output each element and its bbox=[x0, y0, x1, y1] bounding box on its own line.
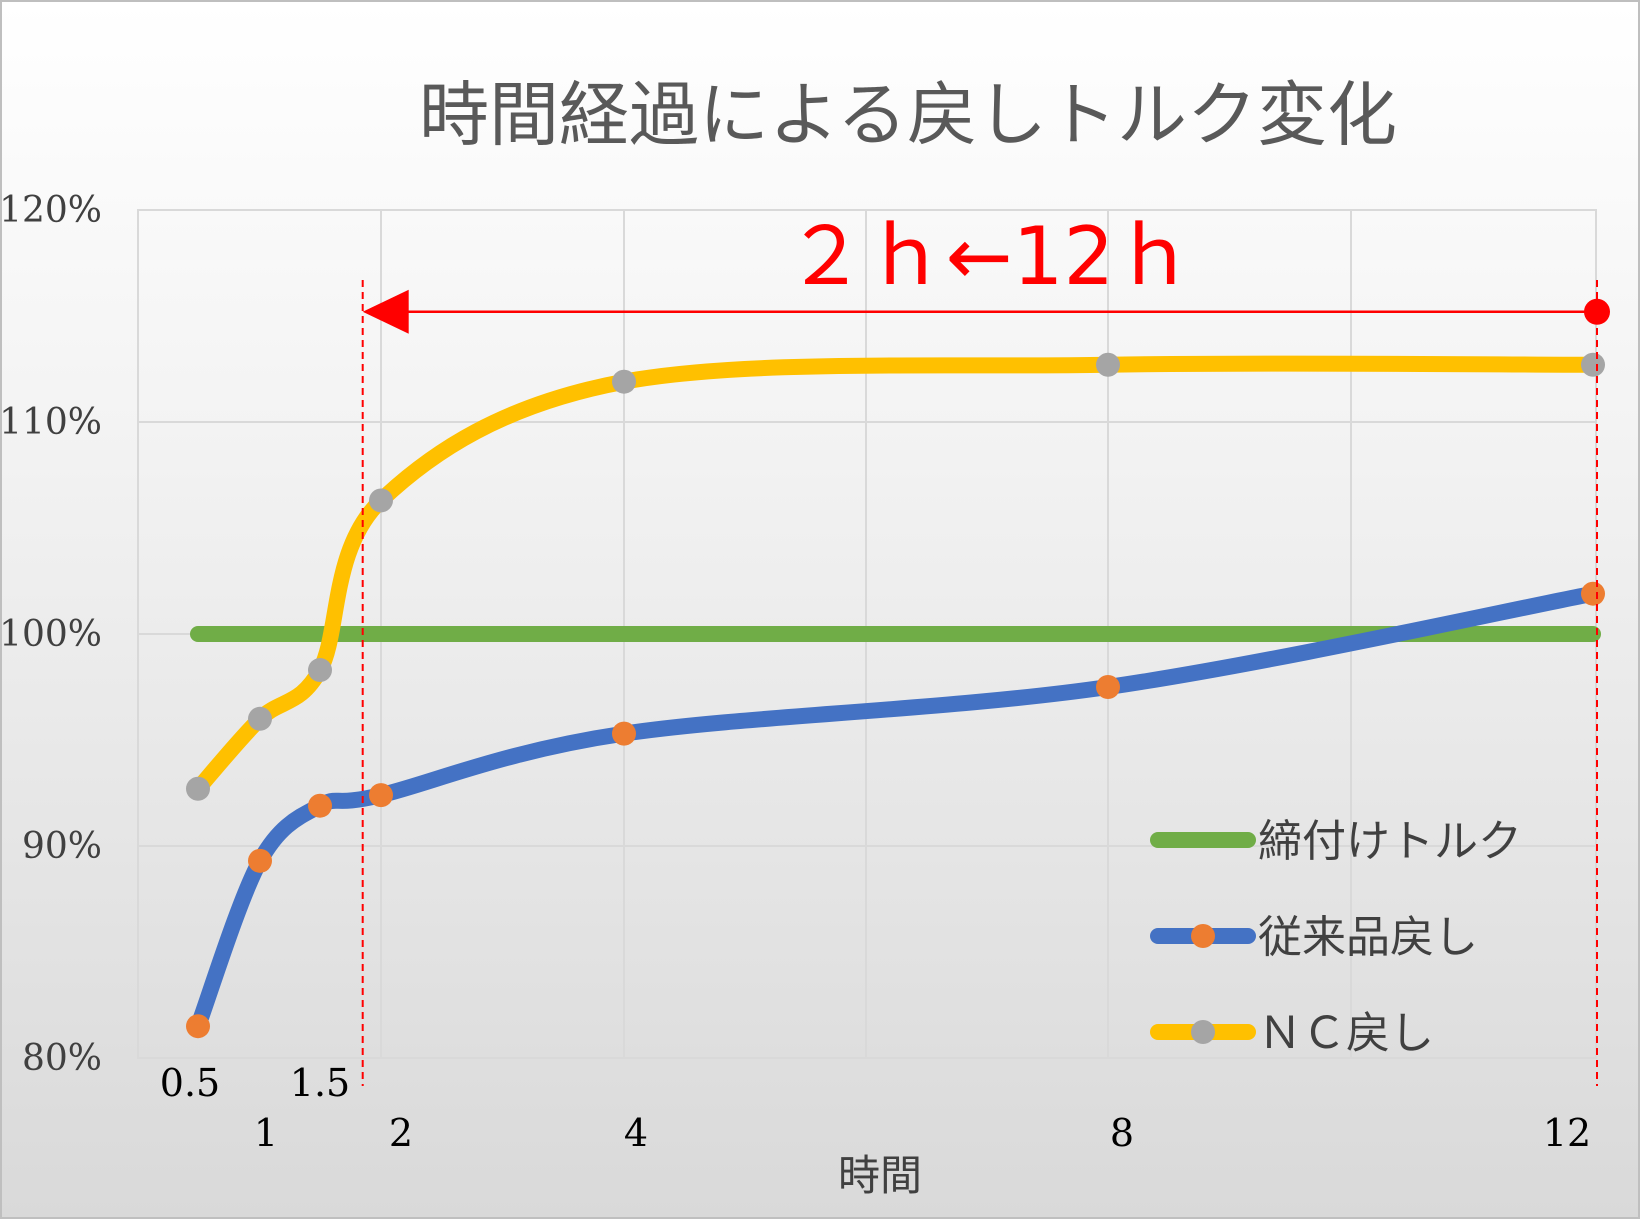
data-point bbox=[308, 793, 332, 818]
data-point bbox=[1096, 675, 1120, 699]
y-tick-label: 110% bbox=[2, 402, 102, 443]
series-3 bbox=[186, 352, 1605, 801]
series-line bbox=[190, 355, 1601, 797]
chart-title: 時間経過による戻しトルク変化 bbox=[419, 74, 1397, 156]
data-point bbox=[186, 1014, 210, 1039]
x-tick-label: 12 bbox=[1543, 1111, 1591, 1155]
x-tick-label: 2 bbox=[389, 1111, 413, 1155]
x-tick-label: 8 bbox=[1110, 1111, 1134, 1155]
data-point bbox=[308, 658, 332, 683]
data-point bbox=[369, 783, 393, 808]
y-tick-label: 100% bbox=[2, 614, 102, 655]
arrow-start-dot bbox=[1584, 298, 1610, 325]
legend-marker bbox=[1191, 924, 1215, 948]
x-tick-label: 0.5 bbox=[160, 1061, 220, 1105]
legend-label: 従来品戻し bbox=[1258, 912, 1478, 963]
data-point bbox=[248, 848, 272, 873]
data-point bbox=[186, 776, 210, 801]
y-tick-label: 120% bbox=[2, 190, 102, 231]
legend-label: ＮＣ戻し bbox=[1258, 1008, 1434, 1059]
data-point bbox=[1581, 352, 1605, 377]
data-point bbox=[1096, 352, 1120, 377]
y-tick-label: 80% bbox=[22, 1038, 102, 1079]
arrow-head bbox=[362, 289, 409, 334]
y-tick-label: 90% bbox=[22, 826, 102, 867]
y-axis-ticks: 80% 90% 100% 110% 120% bbox=[2, 190, 102, 1079]
legend-item: 従来品戻し bbox=[1150, 912, 1478, 963]
annotation-layer: ２ｈ←12ｈ bbox=[361, 210, 1610, 1086]
legend-marker bbox=[1191, 1020, 1215, 1044]
series-2 bbox=[186, 581, 1605, 1039]
data-point bbox=[612, 721, 636, 746]
x-tick-label: 1.5 bbox=[290, 1061, 350, 1105]
data-point bbox=[1581, 581, 1605, 606]
x-axis-label: 時間 bbox=[838, 1151, 922, 1200]
data-point bbox=[612, 369, 636, 394]
x-tick-label: 4 bbox=[624, 1111, 648, 1155]
annotation-text: ２ｈ←12ｈ bbox=[786, 210, 1195, 303]
legend-item: ＮＣ戻し bbox=[1150, 1008, 1434, 1059]
legend-label: 締付けトルク bbox=[1258, 816, 1522, 867]
data-point bbox=[369, 488, 393, 513]
x-tick-label: 1 bbox=[254, 1111, 278, 1155]
x-axis-ticks: 0.5 1 1.5 2 4 8 12 bbox=[160, 1061, 1591, 1155]
legend-item: 締付けトルク bbox=[1150, 816, 1522, 867]
series-layer bbox=[186, 352, 1605, 1039]
data-point bbox=[248, 706, 272, 731]
